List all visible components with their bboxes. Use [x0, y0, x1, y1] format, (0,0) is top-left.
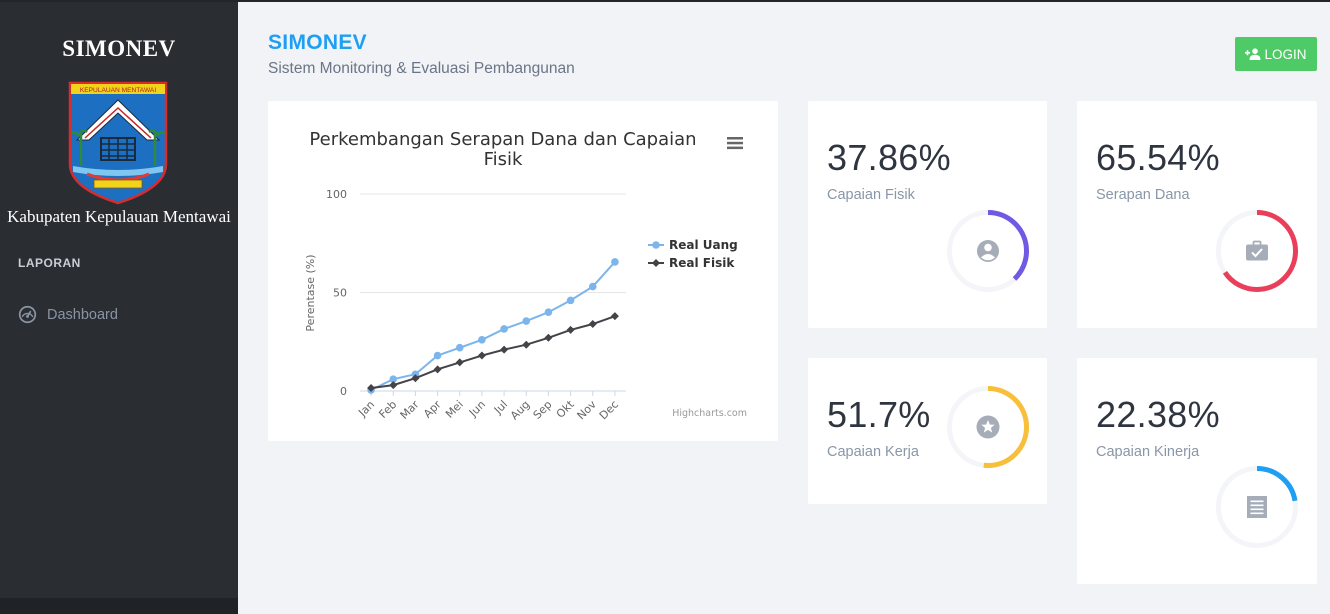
chart-x-tick-label: Mar [398, 398, 422, 422]
sidebar-footer [0, 598, 238, 614]
chart-x-tick-label: Nov [574, 398, 599, 423]
chart-point [389, 381, 398, 390]
chart-point [455, 343, 464, 352]
line-chart: Perkembangan Serapan Dana dan Capaian Fi… [304, 129, 747, 423]
chart-x-tick-label: Mei [443, 398, 466, 421]
chart-x-tick-label: Sep [531, 398, 555, 422]
chart-point [522, 317, 531, 325]
chart-credits: Highcharts.com [672, 408, 747, 419]
stat-value: 65.54% [1096, 137, 1220, 178]
stat-card-capaian-fisik: 37.86% Capaian Fisik [808, 101, 1047, 328]
chart-x-tick-label: Apr [421, 398, 444, 421]
chart-x-tick-label: Jan [355, 398, 377, 420]
star-circle-icon [976, 415, 1000, 439]
chart-point [389, 375, 398, 383]
login-label: LOGIN [1264, 46, 1307, 62]
chart-point [610, 312, 619, 321]
chart-title-line-2: Fisik [484, 149, 523, 170]
chart-y-tick-label: 50 [333, 287, 347, 300]
sidebar-brand: SIMONEV [62, 36, 176, 61]
chart-point [478, 335, 486, 344]
stat-card-serapan-dana: 65.54% Serapan Dana [1077, 101, 1317, 328]
chart-point [588, 282, 597, 291]
top-border [0, 0, 1330, 2]
progress-ring [1216, 466, 1298, 548]
chart-point [500, 325, 508, 333]
chart-x-tick-label: Feb [376, 398, 399, 421]
chart-x-tick-label: Jun [466, 398, 488, 420]
regency-emblem-logo: KEPULAUAN MENTAWAI [68, 81, 168, 205]
chart-point [433, 351, 442, 360]
stat-value: 37.86% [827, 137, 951, 178]
chart-point [500, 345, 509, 354]
receipt-icon [1247, 496, 1267, 518]
chart-menu-icon[interactable] [724, 134, 746, 152]
chart-point [566, 325, 575, 334]
chart-x-tick-label: Aug [508, 398, 532, 422]
briefcase-check-icon [1246, 240, 1268, 261]
svg-text:KEPULAUAN MENTAWAI: KEPULAUAN MENTAWAI [80, 87, 156, 94]
chart-series-line [370, 261, 616, 391]
chart-legend-marker [652, 259, 660, 267]
dashboard-gauge-icon [18, 305, 37, 324]
user-add-icon [1245, 48, 1261, 60]
user-circle-icon [977, 240, 999, 262]
chart-point [367, 384, 376, 393]
progress-ring [947, 386, 1029, 468]
page-title: SIMONEV [268, 31, 367, 54]
chart-legend-label: Real Fisik [669, 256, 735, 270]
chart-point [588, 320, 597, 329]
main-content: SIMONEV Sistem Monitoring & Evaluasi Pem… [238, 0, 1330, 614]
chart-point [455, 358, 464, 367]
stat-card-capaian-kerja: 51.7% Capaian Kerja [808, 358, 1047, 504]
chart-point [477, 351, 486, 360]
sidebar-item-label: Dashboard [47, 306, 118, 323]
sidebar: SIMONEV KEPULAUAN MENTAWAI Kabupaten Kep… [0, 0, 238, 614]
chart-point [433, 365, 442, 374]
chart-card: Perkembangan Serapan Dana dan Capaian Fi… [268, 101, 778, 441]
login-button[interactable]: LOGIN [1235, 37, 1317, 71]
chart-point [411, 374, 420, 383]
chart-y-tick-label: 0 [340, 385, 347, 398]
sidebar-item-dashboard[interactable]: Dashboard [18, 305, 118, 324]
progress-ring [947, 210, 1029, 292]
chart-point [544, 333, 553, 342]
stat-label: Capaian Kerja [827, 444, 919, 460]
chart-legend-marker [652, 241, 660, 249]
stat-value: 51.7% [827, 394, 931, 435]
chart-title-line-1: Perkembangan Serapan Dana dan Capaian [309, 129, 696, 150]
chart-x-tick-label: Jul [491, 398, 510, 417]
chart-series-line [370, 315, 616, 390]
sidebar-section-title: LAPORAN [18, 256, 81, 270]
chart-point [522, 340, 531, 349]
chart-y-axis-label: Perentase (%) [304, 254, 317, 331]
chart-point [544, 308, 553, 316]
chart-legend-label: Real Uang [669, 238, 738, 252]
page-subtitle: Sistem Monitoring & Evaluasi Pembangunan [268, 60, 575, 77]
stat-label: Serapan Dana [1096, 187, 1190, 203]
stat-label: Capaian Kinerja [1096, 444, 1200, 460]
stat-label: Capaian Fisik [827, 187, 915, 203]
chart-x-tick-label: Okt [554, 397, 577, 420]
stat-card-capaian-kinerja: 22.38% Capaian Kinerja [1077, 358, 1317, 584]
chart-point [611, 258, 619, 266]
chart-x-tick-label: Dec [597, 398, 621, 422]
stat-value: 22.38% [1096, 394, 1220, 435]
sidebar-region-name: Kabupaten Kepulauan Mentawai [7, 207, 231, 226]
chart-y-tick-label: 100 [326, 188, 347, 201]
progress-ring [1216, 210, 1298, 292]
chart-point [566, 296, 575, 305]
